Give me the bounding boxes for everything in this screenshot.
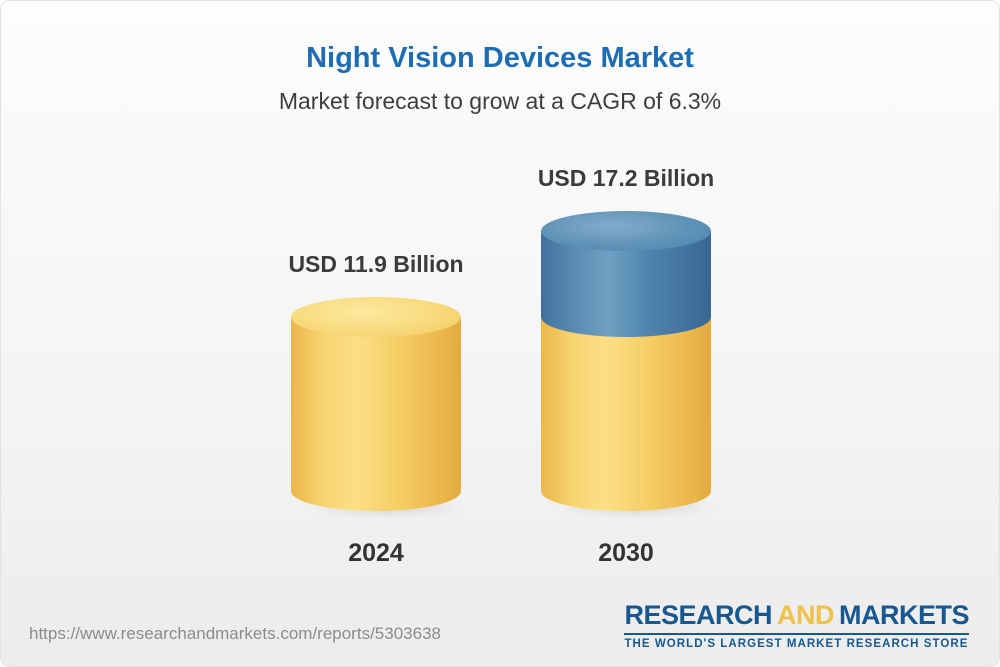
bar-2030-top-cap — [541, 211, 711, 251]
logo-word-research: RESEARCH — [624, 599, 772, 630]
bar-2030: USD 17.2 Billion — [538, 165, 714, 511]
x-axis-label-2024: 2024 — [348, 539, 404, 567]
bar-2030-value-label: USD 17.2 Billion — [537, 165, 715, 191]
bar-2024-base-segment — [291, 317, 461, 511]
chart-subtitle: Market forecast to grow at a CAGR of 6.3… — [278, 88, 722, 114]
source-url[interactable]: https://www.researchandmarkets.com/repor… — [29, 624, 441, 643]
logo-word-markets: MARKETS — [839, 599, 970, 630]
logo-wordmark: RESEARCH AND MARKETS — [624, 600, 969, 631]
bar-2024-value-label: USD 11.9 Billion — [288, 251, 464, 277]
researchandmarkets-logo: RESEARCH AND MARKETS THE WORLD'S LARGEST M… — [624, 600, 970, 650]
logo-word-and: AND — [777, 599, 835, 630]
logo-tagline: THE WORLD'S LARGEST MARKET RESEARCH STOR… — [624, 638, 969, 650]
logo-rule — [624, 632, 969, 635]
x-axis-label-2030: 2030 — [598, 539, 654, 567]
bar-2030-base-segment — [541, 317, 711, 511]
bar-2024-top-cap — [291, 297, 461, 337]
chart-title: Night Vision Devices Market — [306, 42, 694, 74]
bar-2024: USD 11.9 Billion — [288, 251, 464, 511]
